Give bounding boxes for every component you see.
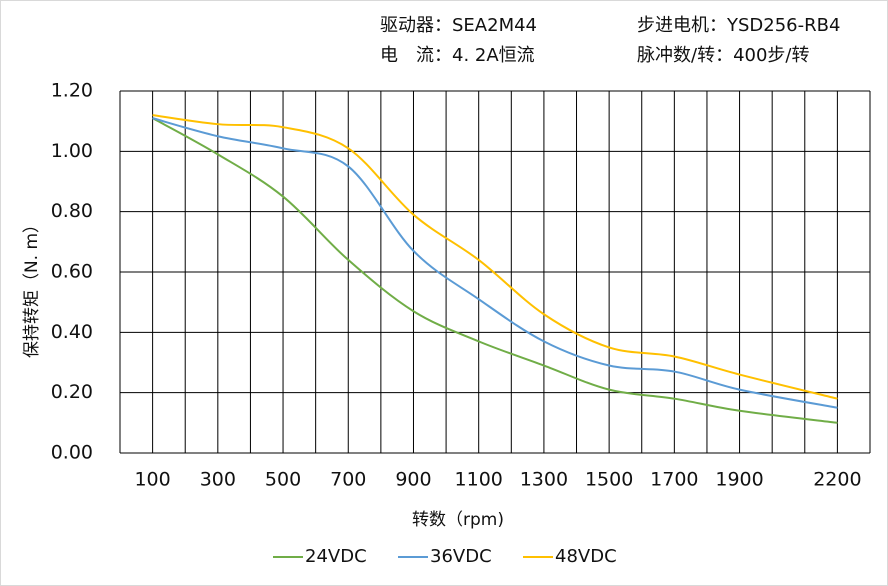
y-axis-label: 保持转矩（N. m） [22,216,42,358]
y-tick-label: 0.80 [51,200,93,222]
x-tick-label: 1300 [520,469,568,491]
y-tick-label: 1.20 [51,80,93,102]
legend-label: 24VDC [305,546,367,567]
y-tick-label: 0.20 [51,381,93,403]
x-tick-label: 1100 [455,469,503,491]
x-tick-label: 900 [395,469,431,491]
legend-label: 48VDC [555,546,617,567]
series-line [152,117,838,424]
driver-info: 驱动器：SEA2M44 [380,15,537,36]
y-tick-label: 0.60 [51,261,93,283]
y-tick-label: 0.00 [51,442,93,464]
x-tick-label: 2200 [813,469,861,491]
x-tick-label: 700 [330,469,366,491]
y-tick-label: 0.40 [51,321,93,343]
x-tick-label: 300 [200,469,236,491]
y-tick-label: 1.00 [51,140,93,162]
x-tick-label: 1500 [585,469,633,491]
series-line [152,114,838,400]
x-tick-label: 100 [134,469,170,491]
legend-label: 36VDC [430,546,492,567]
series-line [152,117,838,409]
pulse-info: 脉冲数/转：400步/转 [637,45,810,66]
x-tick-label: 1900 [715,469,763,491]
motor-info: 步进电机：YSD256-RB4 [637,15,840,36]
x-tick-label: 500 [265,469,301,491]
x-tick-label: 1700 [650,469,698,491]
x-axis-label: 转数（rpm) [412,510,504,530]
current-info: 电 流：4. 2A恒流 [380,45,535,66]
